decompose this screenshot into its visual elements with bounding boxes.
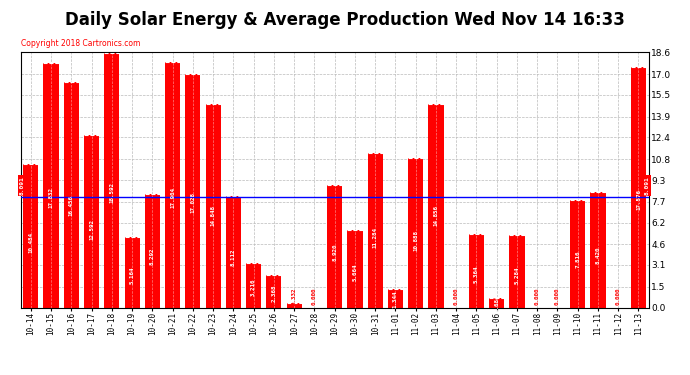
Text: 8.091: 8.091: [645, 177, 650, 195]
Bar: [489, 298, 504, 307]
Text: 5.284: 5.284: [515, 266, 520, 284]
Bar: [206, 104, 221, 308]
Bar: [186, 74, 201, 308]
Text: 2.368: 2.368: [271, 284, 277, 302]
Text: 5.164: 5.164: [130, 267, 135, 284]
Text: 5.364: 5.364: [474, 266, 479, 283]
Text: Daily Solar Energy & Average Production Wed Nov 14 16:33: Daily Solar Energy & Average Production …: [65, 11, 625, 29]
Bar: [246, 263, 262, 308]
Bar: [84, 135, 99, 308]
Text: 0.000: 0.000: [454, 288, 459, 306]
Text: 0.000: 0.000: [555, 288, 560, 306]
Bar: [266, 275, 282, 308]
Bar: [368, 153, 383, 308]
Bar: [388, 289, 403, 308]
Bar: [509, 235, 524, 308]
Text: 8.420: 8.420: [595, 247, 600, 264]
Text: 8.091: 8.091: [19, 177, 24, 195]
Text: 16.456: 16.456: [69, 195, 74, 216]
Text: 10.888: 10.888: [413, 230, 418, 251]
Text: 0.000: 0.000: [535, 288, 540, 306]
Bar: [23, 164, 39, 308]
Text: 17.028: 17.028: [190, 192, 195, 213]
Text: 3.216: 3.216: [251, 279, 256, 296]
Text: 17.832: 17.832: [48, 187, 54, 208]
Text: 14.856: 14.856: [433, 206, 438, 226]
Bar: [63, 82, 79, 308]
Bar: [286, 303, 302, 307]
Text: 0.332: 0.332: [292, 288, 297, 306]
Bar: [226, 196, 241, 308]
Bar: [104, 53, 119, 308]
Text: 1.344: 1.344: [393, 291, 398, 308]
Text: 8.920: 8.920: [332, 244, 337, 261]
Text: 0.000: 0.000: [312, 288, 317, 306]
Text: 0.000: 0.000: [615, 288, 621, 306]
Bar: [43, 63, 59, 308]
Bar: [591, 192, 606, 308]
Text: 17.576: 17.576: [636, 189, 641, 210]
Text: 8.112: 8.112: [231, 249, 236, 266]
Text: 10.484: 10.484: [28, 232, 33, 254]
Text: 7.816: 7.816: [575, 251, 580, 268]
Bar: [428, 104, 444, 308]
Text: 18.592: 18.592: [109, 182, 115, 203]
Text: 5.664: 5.664: [353, 264, 357, 281]
Bar: [408, 158, 423, 308]
Text: 0.684: 0.684: [494, 294, 499, 312]
Bar: [124, 237, 139, 308]
Text: 17.904: 17.904: [170, 186, 175, 207]
Text: 8.292: 8.292: [150, 248, 155, 265]
Text: Copyright 2018 Cartronics.com: Copyright 2018 Cartronics.com: [21, 39, 140, 48]
Text: 11.284: 11.284: [373, 227, 377, 248]
Bar: [145, 194, 160, 308]
Bar: [570, 200, 585, 308]
Bar: [347, 230, 362, 308]
Text: 12.592: 12.592: [89, 219, 94, 240]
Bar: [469, 234, 484, 308]
Text: 14.848: 14.848: [210, 206, 215, 226]
Bar: [165, 62, 180, 308]
Bar: [327, 185, 342, 308]
Bar: [631, 66, 646, 308]
